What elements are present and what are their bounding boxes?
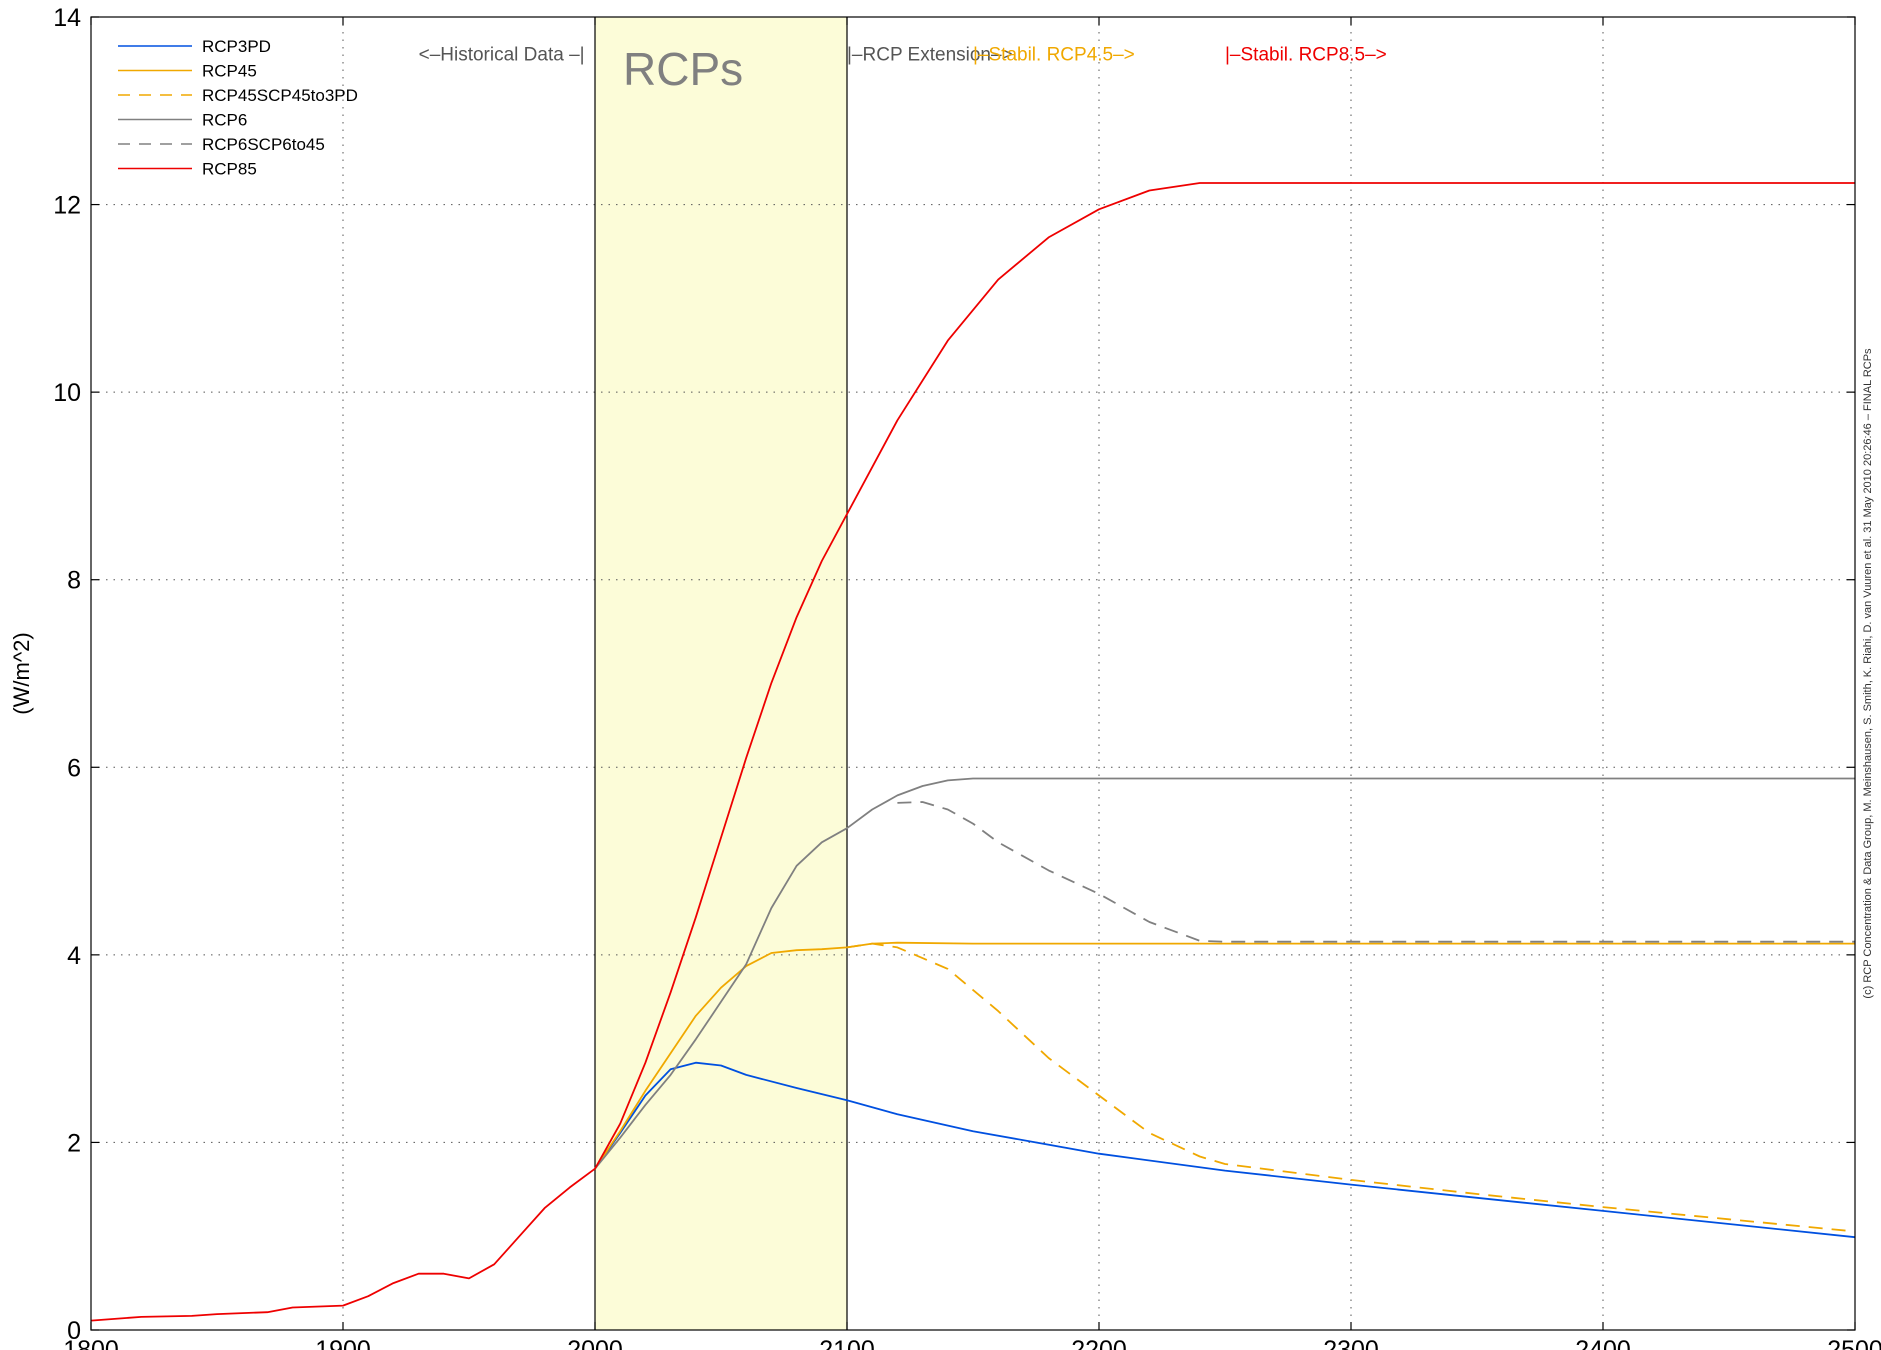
series-line-rcp6scp6to45 (897, 801, 1855, 943)
x-tick-label: 2200 (1071, 1336, 1127, 1350)
annotations: <–Historical Data –| |–RCP Extension–>|–S… (419, 45, 1387, 66)
grid (91, 17, 1855, 1330)
series-line-rcp45scp45to3pd (846, 942, 1856, 1233)
y-axis-label: (W/m^2) (9, 632, 34, 714)
legend-label: RCP85 (202, 160, 257, 179)
legend-label: RCP3PD (202, 37, 271, 56)
annotation-label: <–Historical Data –| (419, 45, 585, 66)
y-tick-label: 8 (67, 567, 81, 595)
rcps-shaded-region (595, 17, 847, 1330)
annotation-label: |–Stabil. RCP4.5–> (973, 45, 1135, 66)
y-tick-label: 6 (67, 754, 81, 782)
x-tick-label: 2100 (819, 1336, 875, 1350)
region-boundaries (594, 17, 848, 1330)
x-tick-label: 2300 (1323, 1336, 1379, 1350)
legend-label: RCP6SCP6to45 (202, 135, 325, 154)
x-tick-label: 1800 (63, 1336, 119, 1350)
series-line-rcp45 (594, 941, 1855, 1170)
legend-label: RCP45 (202, 62, 257, 81)
legend-label: RCP45SCP45to3PD (202, 86, 358, 105)
series-line-rcp85 (90, 182, 1855, 1322)
y-tick-label: 4 (67, 942, 81, 970)
copyright-note: (c) RCP Concentration & Data Group, M. M… (1862, 348, 1874, 999)
annotation-label: |–RCP Extension–> (847, 45, 1013, 66)
annotation-label: |–Stabil. RCP8.5–> (1225, 45, 1387, 66)
legend-label: RCP6 (202, 111, 247, 130)
y-tick-label: 14 (53, 4, 81, 32)
x-tick-label: 2000 (567, 1336, 623, 1350)
y-tick-label: 0 (67, 1317, 81, 1345)
series-group (90, 182, 1856, 1322)
x-tick-label: 1900 (315, 1336, 371, 1350)
ticks (90, 16, 1856, 1331)
x-tick-labels: 1800 1900 2000 2100 2200 2300 2400 2500 (63, 1336, 1881, 1350)
legend: RCP3PD RCP45 RCP45SCP45to3PD RCP6 RCP6SCP6to… (118, 37, 358, 179)
y-tick-label: 2 (67, 1129, 81, 1157)
series-line-rcp6 (594, 777, 1855, 1170)
x-tick-label: 2500 (1827, 1336, 1881, 1350)
x-tick-label: 2400 (1575, 1336, 1631, 1350)
plot-frame (90, 16, 1856, 1331)
y-tick-label: 10 (53, 379, 81, 407)
rcps-region-label: RCPs (623, 43, 743, 95)
series-line-rcp3pd (594, 1061, 1856, 1239)
y-tick-label: 12 (53, 192, 81, 220)
y-tick-labels: 0 2 4 6 8 10 12 14 (53, 4, 81, 1345)
